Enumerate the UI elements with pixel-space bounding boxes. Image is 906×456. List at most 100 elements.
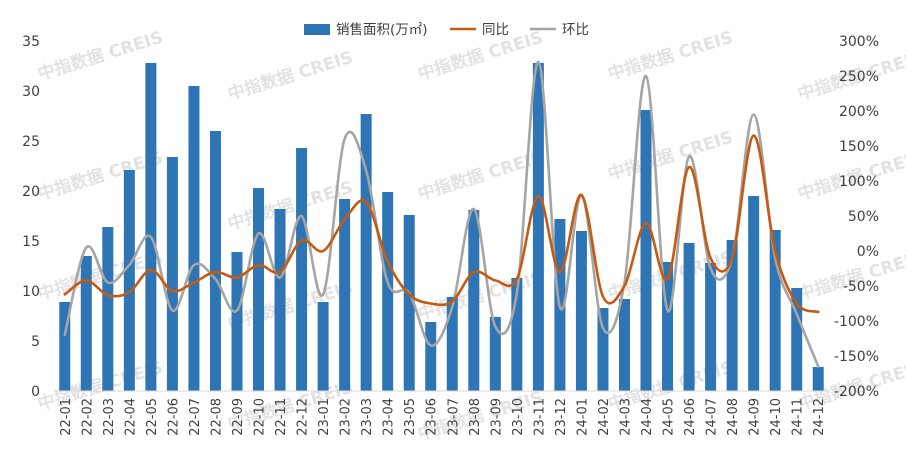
right-tick-label: 150% (839, 139, 879, 155)
bar-23-01 (317, 302, 329, 391)
x-tick-label: 22-07 (188, 398, 203, 436)
right-tick-label: -150% (834, 349, 879, 365)
left-tick-label: 10 (22, 284, 40, 300)
x-tick-label: 22-08 (209, 398, 224, 436)
legend-label-bar: 销售面积(万㎡) (336, 22, 428, 38)
bar-23-03 (360, 114, 372, 391)
bar-24-09 (748, 196, 760, 391)
bar-22-05 (145, 63, 157, 391)
x-tick-label: 23-08 (468, 398, 483, 436)
x-tick-label: 23-09 (489, 398, 504, 436)
x-tick-label: 23-07 (446, 398, 461, 436)
watermark-text: 中指数据 CREIS (225, 47, 355, 105)
x-tick-label: 23-10 (511, 398, 526, 436)
left-tick-label: 20 (22, 184, 40, 200)
left-tick-label: 30 (22, 84, 40, 100)
bar-series (59, 63, 824, 391)
watermark-text: 中指数据 CREIS (795, 247, 906, 305)
bar-22-02 (80, 256, 92, 391)
watermark-text: 中指数据 CREIS (415, 267, 545, 325)
bar-24-07 (705, 263, 717, 391)
bar-24-12 (812, 367, 824, 391)
legend-label-mom: 环比 (562, 22, 589, 38)
bar-22-06 (166, 157, 178, 391)
bar-24-06 (683, 243, 695, 391)
bar-24-03 (618, 299, 630, 391)
bar-22-09 (231, 252, 243, 391)
x-tick-label: 24-12 (812, 398, 827, 436)
x-tick-label: 24-08 (726, 398, 741, 436)
right-tick-label: -100% (834, 314, 879, 330)
right-tick-label: 300% (839, 34, 879, 50)
bar-22-07 (188, 86, 200, 391)
bar-23-07 (446, 297, 458, 391)
x-tick-label: 24-02 (597, 398, 612, 436)
x-tick-label: 22-06 (166, 398, 181, 436)
x-tick-label: 24-07 (705, 398, 720, 436)
x-tick-label: 23-01 (317, 398, 332, 436)
bar-24-05 (662, 262, 674, 391)
right-tick-label: 100% (839, 174, 879, 190)
bar-23-10 (511, 278, 523, 391)
bar-24-11 (791, 288, 803, 391)
bar-23-02 (339, 199, 351, 391)
bar-23-11 (532, 63, 544, 391)
left-tick-label: 35 (22, 34, 40, 50)
x-tick-label: 24-01 (575, 398, 590, 436)
right-tick-label: 0% (857, 244, 879, 260)
x-tick-label: 22-10 (253, 398, 268, 436)
bar-22-04 (123, 170, 135, 391)
x-tick-label: 24-10 (769, 398, 784, 436)
legend-label-yoy: 同比 (482, 22, 509, 38)
left-tick-label: 25 (22, 134, 40, 150)
legend: 销售面积(万㎡) 同比 环比 (304, 22, 589, 38)
x-tick-label: 23-11 (532, 398, 547, 436)
watermark-text: 中指数据 CREIS (605, 27, 735, 85)
x-tick-label: 22-04 (123, 398, 138, 436)
left-axis: 0 5 10 15 20 25 30 35 (22, 34, 40, 400)
bar-23-04 (382, 192, 394, 391)
right-tick-label: 200% (839, 104, 879, 120)
bar-22-01 (59, 302, 71, 391)
bar-23-05 (403, 215, 415, 391)
x-tick-label: 22-05 (145, 398, 160, 436)
bar-22-12 (296, 148, 308, 391)
x-tick-label: 24-06 (683, 398, 698, 436)
x-tick-label: 22-02 (80, 398, 95, 436)
bar-22-08 (209, 131, 221, 391)
bar-23-09 (489, 317, 501, 391)
bar-24-02 (597, 308, 609, 391)
x-tick-label: 22-03 (102, 398, 117, 436)
bar-22-10 (253, 188, 265, 391)
x-tick-label: 24-04 (640, 398, 655, 436)
bar-24-08 (726, 240, 738, 391)
bar-24-01 (575, 231, 587, 391)
x-tick-label: 22-12 (296, 398, 311, 436)
line-series (63, 60, 820, 368)
x-tick-label: 24-11 (791, 398, 806, 436)
x-tick-label: 23-12 (554, 398, 569, 436)
bar-23-06 (425, 322, 437, 391)
bar-22-03 (102, 227, 114, 391)
right-axis: -200% -150% -100% -50% 0% 50% 100% 150% 200% 250%… (834, 34, 879, 400)
left-tick-label: 15 (22, 234, 40, 250)
line-yoy (63, 134, 820, 314)
right-tick-label: -50% (843, 279, 879, 295)
x-tick-label: 23-05 (403, 398, 418, 436)
x-tick-label: 22-11 (274, 398, 289, 436)
right-tick-label: 250% (839, 69, 879, 85)
watermark-text: 中指数据 CREIS (415, 27, 545, 85)
x-tick-label: 22-01 (59, 398, 74, 436)
right-tick-label: 50% (848, 209, 879, 225)
left-tick-label: 0 (31, 384, 40, 400)
x-tick-label: 22-09 (231, 398, 246, 436)
x-tick-label: 24-03 (618, 398, 633, 436)
x-tick-label: 23-02 (339, 398, 354, 436)
legend-swatch-bar (304, 24, 330, 35)
bar-23-08 (468, 210, 480, 391)
bar-24-10 (769, 230, 781, 391)
watermark-text: 中指数据 CREIS (605, 127, 735, 185)
bar-22-11 (274, 209, 286, 391)
left-tick-label: 5 (31, 334, 40, 350)
